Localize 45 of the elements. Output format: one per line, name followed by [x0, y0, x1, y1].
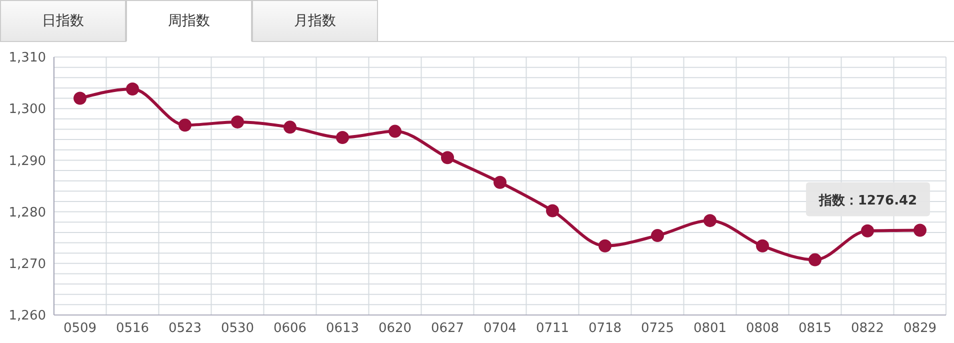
point — [914, 224, 926, 237]
point — [756, 239, 769, 252]
x-tick-label: 0725 — [640, 321, 674, 336]
point — [861, 224, 874, 238]
x-tick-label: 0829 — [903, 321, 937, 336]
x-tick-label: 0822 — [850, 321, 884, 336]
x-tick-label: 0613 — [326, 321, 360, 336]
x-tick-label: 0711 — [536, 321, 570, 336]
point — [336, 130, 349, 144]
point — [284, 120, 296, 134]
point — [808, 253, 822, 266]
y-tick-label: 1,260 — [8, 308, 46, 324]
x-tick-label: 0718 — [588, 321, 622, 336]
point — [494, 176, 506, 189]
annotation: 指数：1276.42 — [818, 193, 918, 208]
tab: 周指数 — [126, 0, 252, 42]
tab: 月指数 — [252, 0, 378, 42]
point — [441, 151, 454, 164]
x-tick-label: 0801 — [693, 321, 727, 336]
y-tick-label: 1,310 — [8, 50, 46, 66]
y-tick-label: 1,270 — [8, 257, 46, 272]
point — [231, 116, 244, 129]
x-tick-label: 0523 — [168, 321, 202, 336]
y-tick-label: 1,290 — [8, 154, 46, 169]
x-tick-label: 0509 — [63, 321, 97, 336]
x-tick-label: 0627 — [430, 321, 464, 336]
x-tick-label: 0704 — [483, 321, 517, 336]
point — [74, 92, 86, 105]
tooltip-box: 指数：1276.42 — [806, 182, 930, 216]
point — [704, 214, 716, 228]
point — [178, 118, 192, 132]
x-tick-label: 0606 — [273, 321, 307, 336]
y-tick-label: 1,280 — [8, 205, 46, 220]
x-tick-label: 0815 — [798, 321, 832, 336]
point — [546, 204, 559, 218]
x-tick-label: 0808 — [746, 321, 780, 336]
point — [598, 239, 612, 252]
x-tick-label: 0516 — [116, 321, 150, 336]
point — [126, 82, 139, 96]
x-tick-label: 0620 — [378, 321, 412, 336]
point — [651, 229, 664, 242]
point — [388, 124, 402, 138]
x-tick-label: 0530 — [220, 321, 254, 336]
tab: 日指数 — [0, 0, 126, 42]
y-tick-label: 1,300 — [8, 102, 46, 118]
